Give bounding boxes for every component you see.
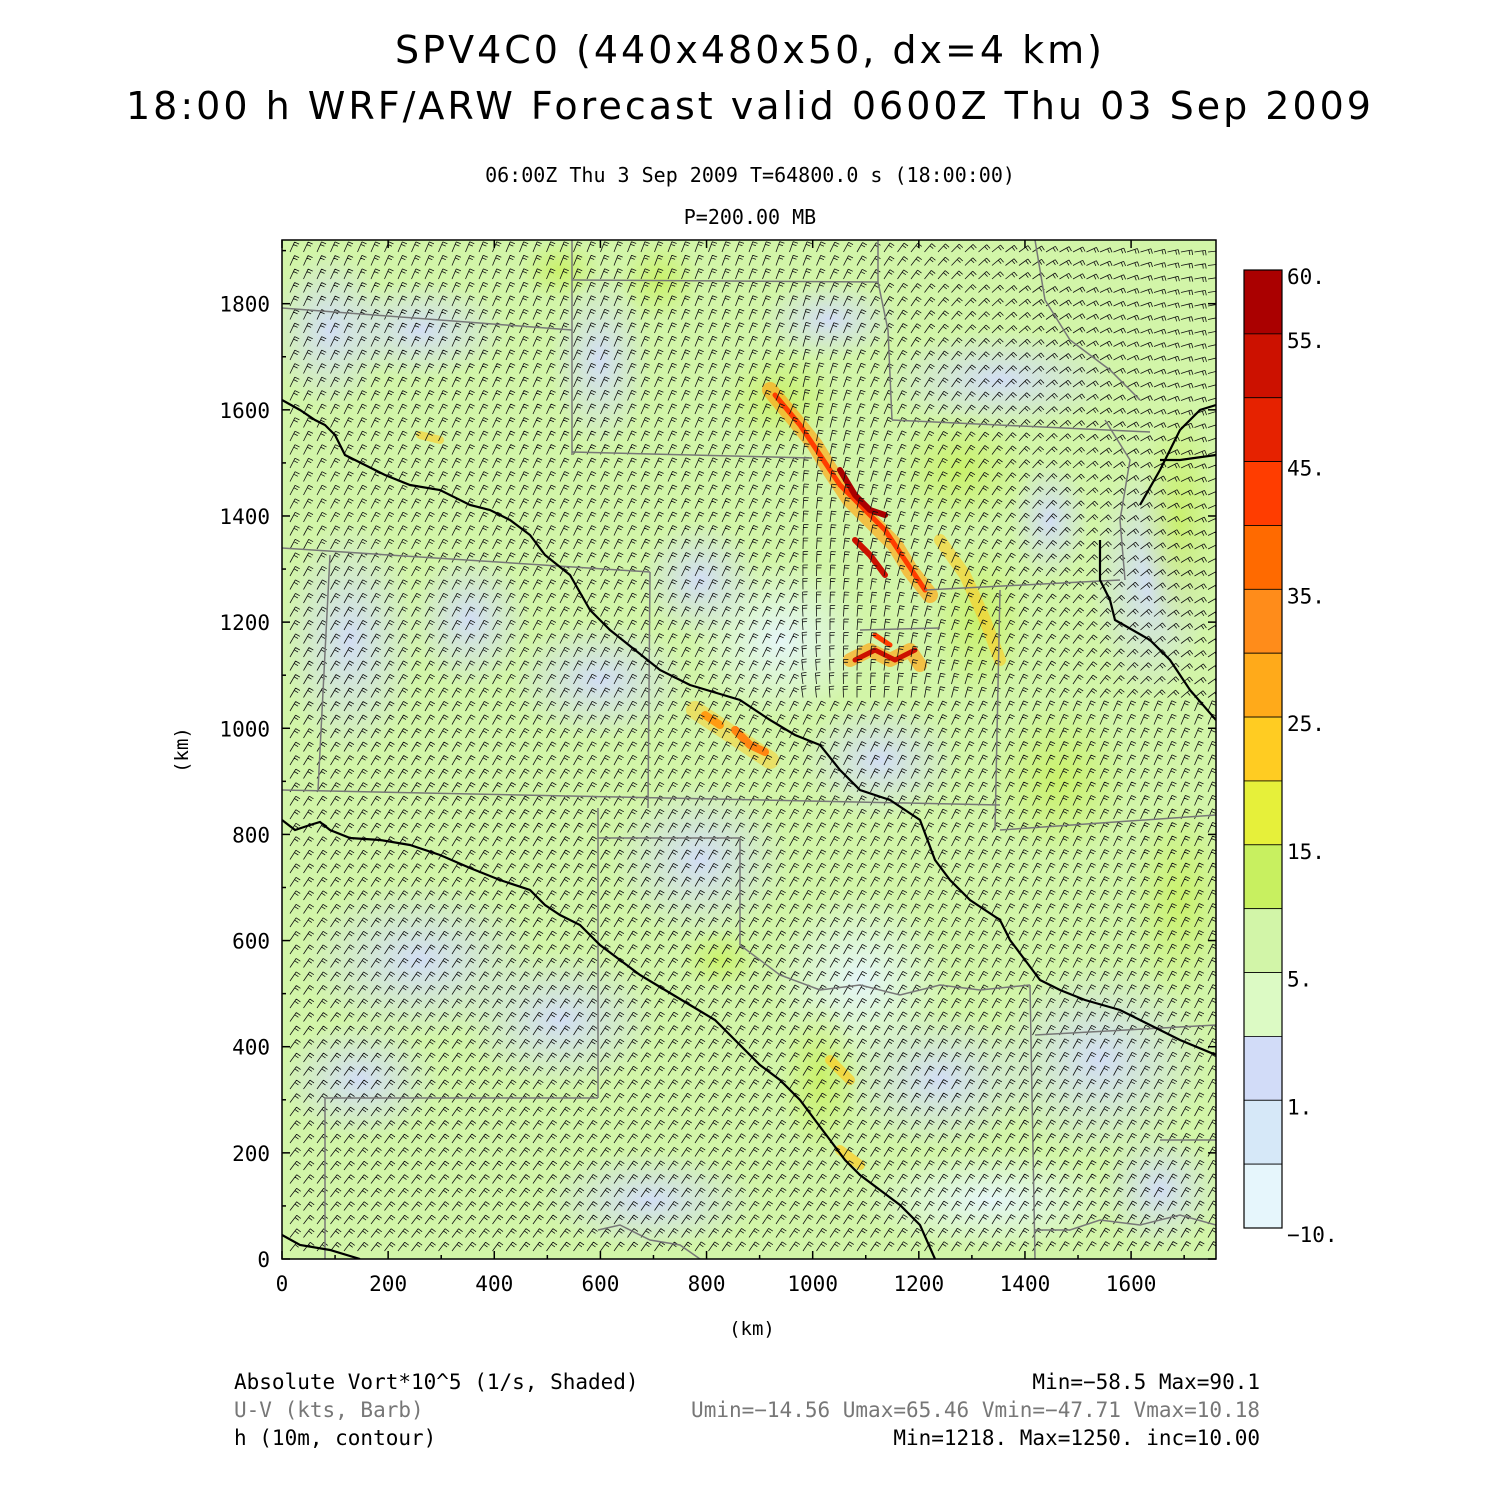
plot-title-line2: 18:00 h WRF/ARW Forecast valid 0600Z Thu… bbox=[126, 84, 1374, 128]
x-tick-label: 0 bbox=[276, 1272, 289, 1296]
y-tick-label: 200 bbox=[232, 1142, 270, 1166]
wind-barbs bbox=[289, 241, 1216, 1252]
y-tick-label: 1000 bbox=[219, 717, 270, 741]
colorbar-label: 60. bbox=[1287, 265, 1325, 289]
y-tick-label: 400 bbox=[232, 1036, 270, 1060]
colorbar-segment bbox=[1243, 1036, 1283, 1101]
pressure-level: P=200.00 MB bbox=[683, 205, 817, 229]
y-axis-label: (km) bbox=[171, 727, 193, 773]
colorbar-label: −10. bbox=[1287, 1223, 1338, 1247]
y-tick-label: 1200 bbox=[219, 611, 270, 635]
footer-wind-label: U-V (kts, Barb) bbox=[234, 1398, 424, 1422]
colorbar-label: 55. bbox=[1287, 329, 1325, 353]
colorbar-label: 1. bbox=[1287, 1095, 1312, 1119]
colorbar-segment bbox=[1243, 269, 1283, 335]
height-contours bbox=[282, 399, 1216, 1259]
colorbar-segment bbox=[1243, 972, 1283, 1037]
colorbar: 60. 55. 45. 35. 25. 15. 5. 1. −10. bbox=[1243, 265, 1338, 1247]
footer-vorticity-range: Min=−58.5 Max=90.1 bbox=[1032, 1370, 1260, 1394]
y-tick-label: 800 bbox=[232, 823, 270, 847]
footer-height-range: Min=1218. Max=1250. inc=10.00 bbox=[893, 1426, 1260, 1450]
colorbar-frame bbox=[1243, 269, 1283, 1229]
plot-title-line1: SPV4C0 (440x480x50, dx=4 km) bbox=[395, 28, 1105, 72]
footer-vorticity-label: Absolute Vort*10^5 (1/s, Shaded) bbox=[234, 1370, 639, 1394]
time-info: 06:00Z Thu 3 Sep 2009 T=64800.0 s (18:00… bbox=[485, 163, 1015, 187]
y-tick-label: 1800 bbox=[219, 293, 270, 317]
x-tick-label: 600 bbox=[581, 1272, 619, 1296]
colorbar-segment bbox=[1243, 652, 1283, 718]
plot-frame bbox=[281, 239, 1217, 1260]
footer-height-label: h (10m, contour) bbox=[234, 1426, 437, 1450]
x-axis-label: (km) bbox=[729, 1318, 775, 1340]
colorbar-segment bbox=[1243, 333, 1283, 399]
colorbar-segment bbox=[1243, 780, 1283, 846]
y-axis: 0 200 400 600 800 1000 1200 1400 1600 1800 bbox=[219, 249, 1216, 1272]
x-tick-label: 1400 bbox=[1000, 1272, 1051, 1296]
colorbar-segment bbox=[1243, 525, 1283, 590]
colorbar-segment bbox=[1243, 844, 1283, 910]
x-tick-label: 1000 bbox=[787, 1272, 838, 1296]
colorbar-label: 5. bbox=[1287, 968, 1312, 992]
colorbar-segment bbox=[1243, 397, 1283, 463]
x-tick-label: 400 bbox=[475, 1272, 513, 1296]
x-tick-label: 800 bbox=[688, 1272, 726, 1296]
y-tick-label: 0 bbox=[257, 1248, 270, 1272]
colorbar-label: 25. bbox=[1287, 712, 1325, 736]
colorbar-label: 45. bbox=[1287, 457, 1325, 481]
x-tick-label: 200 bbox=[369, 1272, 407, 1296]
colorbar-segment bbox=[1243, 461, 1283, 526]
y-tick-label: 1600 bbox=[219, 399, 270, 423]
footer-wind-range: Umin=−14.56 Umax=65.46 Vmin=−47.71 Vmax=… bbox=[691, 1398, 1260, 1422]
colorbar-segment bbox=[1243, 588, 1283, 654]
y-tick-label: 600 bbox=[232, 930, 270, 954]
wind-barb-field bbox=[289, 241, 1216, 1252]
colorbar-segment bbox=[1243, 1099, 1283, 1165]
y-tick-label: 1400 bbox=[219, 505, 270, 529]
colorbar-label: 15. bbox=[1287, 840, 1325, 864]
state-boundaries bbox=[282, 240, 1216, 1259]
plot-area bbox=[282, 240, 1216, 1259]
colorbar-segment bbox=[1243, 716, 1283, 782]
colorbar-segment bbox=[1243, 908, 1283, 973]
x-tick-label: 1600 bbox=[1106, 1272, 1157, 1296]
vorticity-moderate-regions bbox=[520, 240, 1216, 1160]
colorbar-label: 35. bbox=[1287, 584, 1325, 608]
x-axis: 0 200 400 600 800 1000 1200 1400 1600 bbox=[276, 240, 1185, 1296]
colorbar-segment bbox=[1243, 1163, 1283, 1229]
x-tick-label: 1200 bbox=[894, 1272, 945, 1296]
